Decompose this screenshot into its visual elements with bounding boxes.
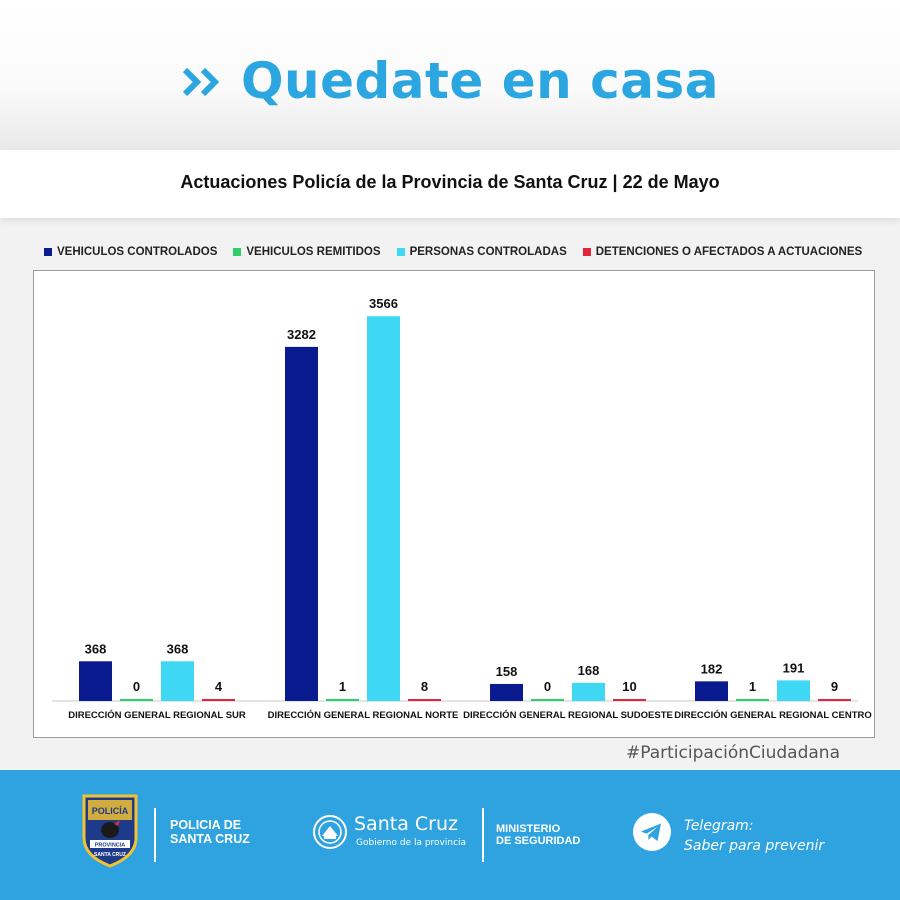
bar-detenciones-o-afectados-a-actuaciones-3 [613, 699, 646, 701]
ministry-line1: MINISTERIO [496, 823, 561, 835]
bar-vehiculos-controlados-1 [79, 661, 112, 701]
bar-vehiculos-remitidos-2 [326, 699, 359, 701]
police-name: POLICIA DE SANTA CRUZ [170, 818, 250, 846]
hashtag: #ParticipaciónCiudadana [625, 743, 840, 763]
gov-subtitle: Gobierno de la provincia [356, 838, 467, 848]
data-label: 8 [421, 679, 428, 694]
category-tick-label: DIRECCIÓN GENERAL REGIONAL SUDOESTE [463, 709, 673, 721]
data-label: 368 [167, 641, 189, 656]
data-label: 10 [622, 679, 636, 694]
police-name-line1: POLICIA DE [170, 818, 242, 832]
bar-personas-controladas-4 [777, 680, 810, 701]
category-tick-label: DIRECCIÓN GENERAL REGIONAL SUR [68, 709, 246, 721]
legend-item-detenciones: DETENCIONES O AFECTADOS A ACTUACIONES [582, 244, 863, 260]
bar-vehiculos-controlados-4 [695, 681, 728, 701]
legend-swatch [44, 248, 52, 256]
legend-swatch [233, 248, 242, 256]
bar-detenciones-o-afectados-a-actuaciones-4 [818, 699, 851, 701]
legend-label: VEHICULOS CONTROLADOS [57, 246, 218, 258]
gov-title: Santa Cruz [354, 813, 458, 835]
footer: POLICÍA PROVINCIA SANTA CRUZ POLICIA DE … [0, 770, 900, 900]
chart-subtitle: Actuaciones Policía de la Provincia de S… [180, 172, 720, 192]
data-label: 0 [133, 679, 140, 694]
divider [154, 808, 156, 862]
legend-swatch [582, 248, 591, 256]
svg-text:SANTA CRUZ: SANTA CRUZ [94, 852, 126, 858]
subtitle-band [0, 150, 900, 218]
bar-vehiculos-remitidos-4 [736, 699, 769, 701]
legend-item-personas-controladas: PERSONAS CONTROLADAS [396, 244, 567, 260]
ministry-line2: DE SEGURIDAD [496, 835, 581, 847]
data-label: 191 [783, 660, 805, 675]
data-label: 3282 [287, 327, 316, 342]
police-name-line2: SANTA CRUZ [170, 832, 250, 846]
data-label: 368 [85, 641, 107, 656]
data-label: 158 [496, 664, 518, 679]
legend-item-vehiculos-controlados: VEHICULOS CONTROLADOS [44, 244, 217, 260]
divider [482, 808, 484, 862]
police-badge-logo: POLICÍA PROVINCIA SANTA CRUZ [80, 790, 140, 873]
bar-detenciones-o-afectados-a-actuaciones-2 [408, 699, 441, 701]
category-tick-label: DIRECCIÓN GENERAL REGIONAL NORTE [268, 709, 459, 721]
legend-item-vehiculos-remitidos: VEHICULOS REMITIDOS [233, 244, 381, 260]
bar-personas-controladas-3 [572, 682, 605, 701]
bar-personas-controladas-1 [161, 661, 194, 701]
legend-label: VEHICULOS REMITIDOS [246, 246, 381, 258]
chart-frame: 368 0 368 4 DIRECCIÓN GENERAL REGIONAL SUR 32… [33, 270, 875, 738]
legend-swatch [396, 248, 405, 256]
bar-vehiculos-controlados-2 [285, 346, 318, 701]
legend-label: PERSONAS CONTROLADAS [409, 246, 567, 258]
telegram-line1: Telegram: [684, 818, 754, 834]
headline-text: Quedate en casa [240, 52, 720, 110]
province-seal-icon [312, 814, 348, 855]
ministry-name: MINISTERIO DE SEGURIDAD [496, 823, 580, 847]
telegram-icon[interactable] [632, 812, 672, 857]
telegram-text[interactable]: Telegram: Saber para prevenir [684, 816, 824, 856]
chart-legend: VEHICULOS CONTROLADOS VEHICULOS REMITIDO… [44, 244, 862, 260]
header-band [0, 0, 900, 150]
bar-personas-controladas-2 [367, 316, 400, 701]
double-chevron-right-icon [181, 56, 225, 97]
headline: Quedate en casa [0, 52, 900, 110]
data-label: 9 [831, 679, 838, 694]
data-label: 1 [749, 679, 756, 694]
data-label: 168 [578, 663, 600, 678]
telegram-line2: Saber para prevenir [684, 838, 825, 854]
data-label: 4 [215, 679, 223, 694]
bar-vehiculos-remitidos-3 [531, 699, 564, 701]
svg-text:POLICÍA: POLICÍA [92, 806, 129, 816]
bar-detenciones-o-afectados-a-actuaciones-1 [202, 699, 235, 701]
data-label: 182 [701, 661, 723, 676]
bar-vehiculos-remitidos-1 [120, 699, 153, 701]
bar-chart: 368 0 368 4 DIRECCIÓN GENERAL REGIONAL SUR 32… [52, 296, 872, 721]
category-tick-label: DIRECCIÓN GENERAL REGIONAL CENTRO [674, 709, 872, 721]
bar-vehiculos-controlados-3 [490, 683, 523, 701]
data-label: 1 [339, 679, 346, 694]
svg-text:PROVINCIA: PROVINCIA [95, 843, 126, 849]
data-label: 3566 [369, 296, 398, 311]
legend-label: DETENCIONES O AFECTADOS A ACTUACIONES [595, 246, 863, 258]
data-label: 0 [544, 679, 551, 694]
